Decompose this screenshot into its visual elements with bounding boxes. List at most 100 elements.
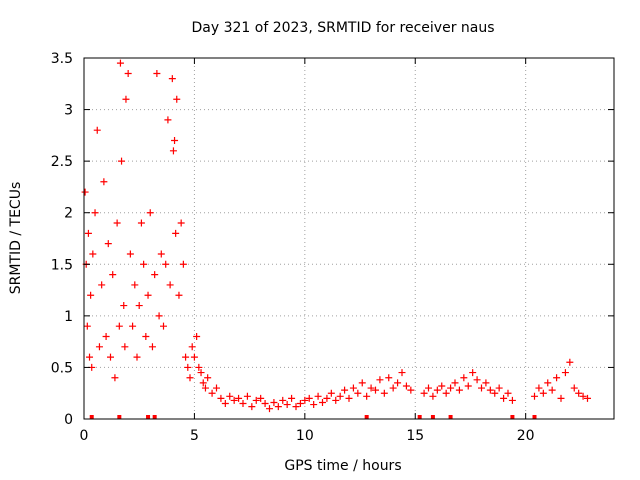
x-tick-label: 10 — [296, 428, 314, 444]
data-point — [314, 392, 322, 400]
data-point — [133, 353, 141, 361]
data-point — [363, 392, 371, 400]
data-point — [213, 384, 220, 392]
data-point — [473, 376, 481, 384]
data-point — [235, 394, 243, 402]
data-point — [292, 403, 300, 411]
data-point — [279, 396, 287, 404]
gap-markers-layer — [89, 415, 537, 419]
data-point — [226, 392, 234, 400]
data-point — [175, 291, 183, 299]
x-tick-label: 15 — [406, 428, 424, 444]
data-point — [252, 396, 260, 404]
data-point — [204, 374, 212, 382]
data-point — [332, 396, 340, 404]
data-point — [460, 374, 468, 382]
data-point — [177, 219, 185, 227]
data-point — [193, 332, 201, 340]
data-point — [111, 374, 119, 382]
data-point — [100, 178, 108, 186]
data-point — [310, 401, 318, 409]
y-tick-label: 0 — [64, 412, 73, 428]
data-point — [144, 291, 152, 299]
x-tick-label: 20 — [517, 428, 535, 444]
data-point — [398, 369, 406, 377]
data-point — [146, 209, 154, 217]
y-tick-label: 2.5 — [51, 154, 73, 170]
data-point — [407, 386, 415, 394]
data-point — [166, 281, 174, 289]
data-point — [372, 386, 379, 394]
data-point — [109, 271, 117, 279]
data-point — [274, 403, 282, 411]
x-axis-label: GPS time / hours — [284, 458, 401, 474]
data-point — [288, 394, 296, 402]
data-point — [116, 59, 124, 67]
data-point — [341, 386, 349, 394]
data-point — [95, 343, 103, 351]
data-point — [184, 363, 192, 371]
data-point — [429, 392, 437, 400]
data-point — [169, 147, 177, 155]
data-point — [385, 374, 393, 382]
data-point — [173, 95, 181, 103]
data-point — [179, 260, 187, 268]
data-point — [188, 343, 196, 351]
data-point — [495, 384, 503, 392]
data-point — [257, 394, 265, 402]
data-point — [182, 353, 190, 361]
data-point — [508, 396, 516, 404]
data-point — [164, 116, 172, 124]
data-point — [160, 322, 167, 330]
data-point — [345, 394, 353, 402]
y-axis-label: SRMTID / TECUs — [8, 182, 24, 295]
y-tick-label: 0.5 — [51, 360, 73, 376]
data-point — [84, 229, 92, 237]
gap-marker — [152, 415, 157, 419]
data-point — [131, 281, 139, 289]
data-point — [197, 369, 205, 377]
data-point — [248, 403, 256, 411]
data-point — [579, 392, 587, 400]
data-point — [155, 312, 163, 320]
data-point — [270, 398, 278, 406]
data-point — [230, 396, 238, 404]
data-point — [153, 69, 161, 77]
data-point — [115, 322, 123, 330]
gap-marker — [364, 415, 369, 419]
data-point — [126, 250, 134, 258]
y-tick-label: 3.5 — [51, 51, 73, 67]
y-tick-label: 2 — [64, 206, 73, 222]
y-axis-ticks: 0 0.5 1 1.5 2 2.5 3 3.5 — [51, 51, 614, 428]
data-point — [86, 353, 94, 361]
data-point — [553, 374, 561, 382]
data-point — [142, 332, 150, 340]
data-point — [122, 95, 130, 103]
data-point — [98, 281, 106, 289]
data-point — [239, 400, 247, 408]
data-point — [217, 394, 225, 402]
gap-marker — [448, 415, 453, 419]
data-point — [81, 188, 89, 196]
gap-marker — [510, 415, 515, 419]
data-point — [243, 392, 251, 400]
data-point — [168, 75, 176, 83]
gap-marker — [532, 415, 537, 419]
data-point — [464, 382, 472, 390]
gap-marker — [430, 415, 435, 419]
data-point — [482, 379, 490, 387]
data-point — [358, 379, 366, 387]
data-point — [575, 389, 583, 397]
data-point — [296, 400, 304, 408]
data-point — [102, 332, 110, 340]
data-point — [447, 384, 455, 392]
data-point — [486, 386, 494, 394]
data-point — [283, 401, 291, 409]
data-point — [557, 394, 565, 402]
data-point — [570, 384, 578, 392]
points-layer — [81, 59, 591, 413]
data-point — [118, 157, 126, 165]
data-point — [151, 271, 159, 279]
data-point — [336, 392, 344, 400]
